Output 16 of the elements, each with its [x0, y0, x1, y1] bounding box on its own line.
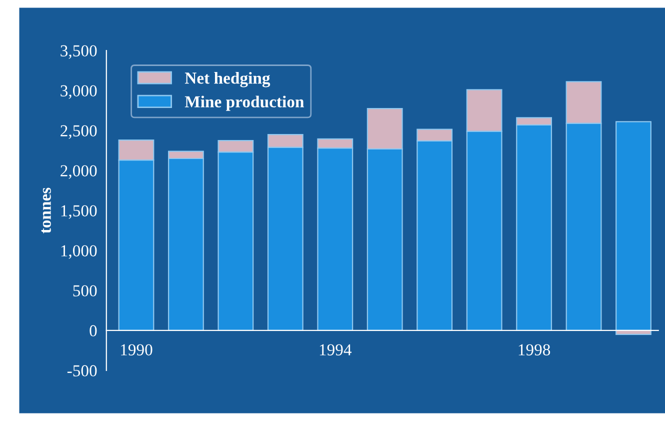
y-tick-label: 500: [73, 285, 97, 296]
y-tick-label: 2,500: [60, 125, 97, 139]
y-tick-label: 1,000: [61, 245, 97, 259]
legend-label: Net hedging: [184, 72, 270, 88]
y-tick-label: 0: [90, 325, 97, 336]
legend-label: Mine production: [184, 96, 304, 111]
x-tick-label: 1994: [320, 344, 352, 356]
x-tick-label: 1990: [121, 344, 152, 356]
y-tick-label: 1,500: [61, 205, 97, 219]
bar: [616, 121, 652, 332]
x-tick-label: 1998: [518, 344, 550, 356]
y-tick-label: 3,500: [60, 45, 97, 59]
y-tick-label: 2,000: [60, 165, 97, 179]
y-tick-label: -500: [67, 365, 97, 376]
y-axis-title: tonnes: [41, 188, 51, 234]
y-tick-label: 3,000: [60, 85, 97, 99]
